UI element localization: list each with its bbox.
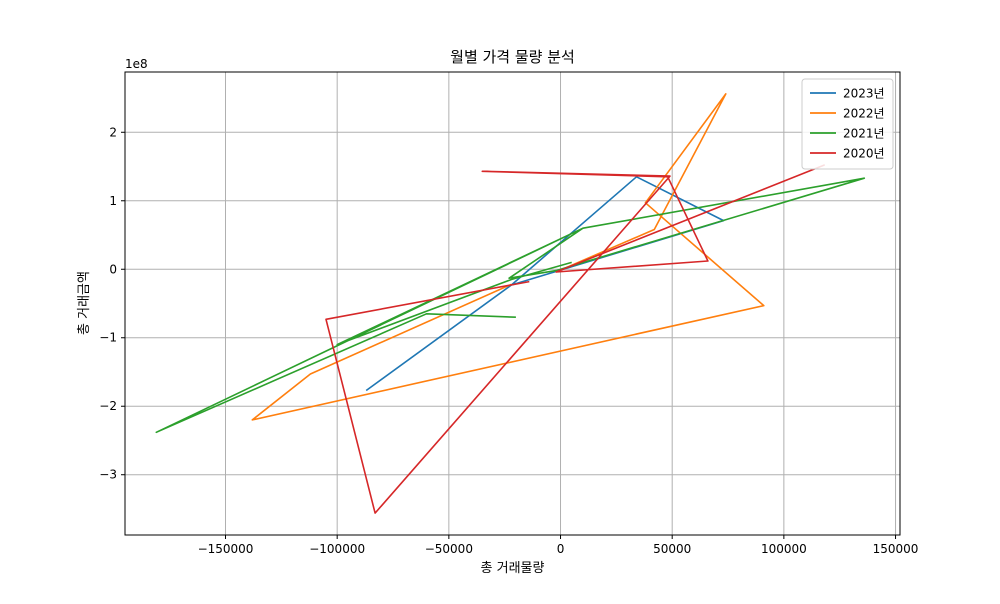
x-axis-ticks: −150000 −100000 −50000 0 50000 100000 150000	[198, 535, 919, 556]
y-tick-label: 1	[109, 194, 117, 208]
y-tick-label: 2	[109, 125, 117, 139]
x-tick-label: −150000	[198, 542, 254, 556]
series-line-3	[155, 177, 866, 434]
legend-label: 2023년	[843, 87, 885, 101]
x-tick-label: 150000	[873, 542, 919, 556]
y-tick-label: −1	[99, 331, 117, 345]
chart-title: 월별 가격 물량 분석	[450, 48, 575, 66]
x-tick-label: −100000	[309, 542, 365, 556]
y-axis-ticks: −3 −2 −1 0 1 2	[99, 125, 125, 482]
series-line-2	[251, 93, 765, 421]
y-tick-label: 0	[109, 262, 117, 276]
legend-label: 2021년	[843, 127, 885, 141]
x-tick-label: 100000	[761, 542, 807, 556]
series-line-4	[325, 164, 825, 514]
series-line-1	[365, 176, 725, 392]
x-tick-label: 50000	[653, 542, 691, 556]
legend-label: 2022년	[843, 107, 885, 121]
plot-frame	[124, 71, 901, 536]
grid	[125, 72, 900, 535]
x-tick-label: 0	[557, 542, 565, 556]
series-lines	[155, 93, 866, 514]
y-tick-label: −3	[99, 468, 117, 482]
y-axis-label: 총 거래금액	[77, 271, 92, 335]
y-axis-offset-text: 1e8	[125, 57, 148, 71]
x-tick-label: −50000	[425, 542, 473, 556]
legend-box	[801, 78, 894, 170]
x-axis-label: 총 거래물량	[481, 561, 545, 576]
legend: 2023년 2022년 2021년 2020년	[801, 78, 894, 170]
y-tick-label: −2	[99, 399, 117, 413]
legend-label: 2020년	[843, 147, 885, 161]
